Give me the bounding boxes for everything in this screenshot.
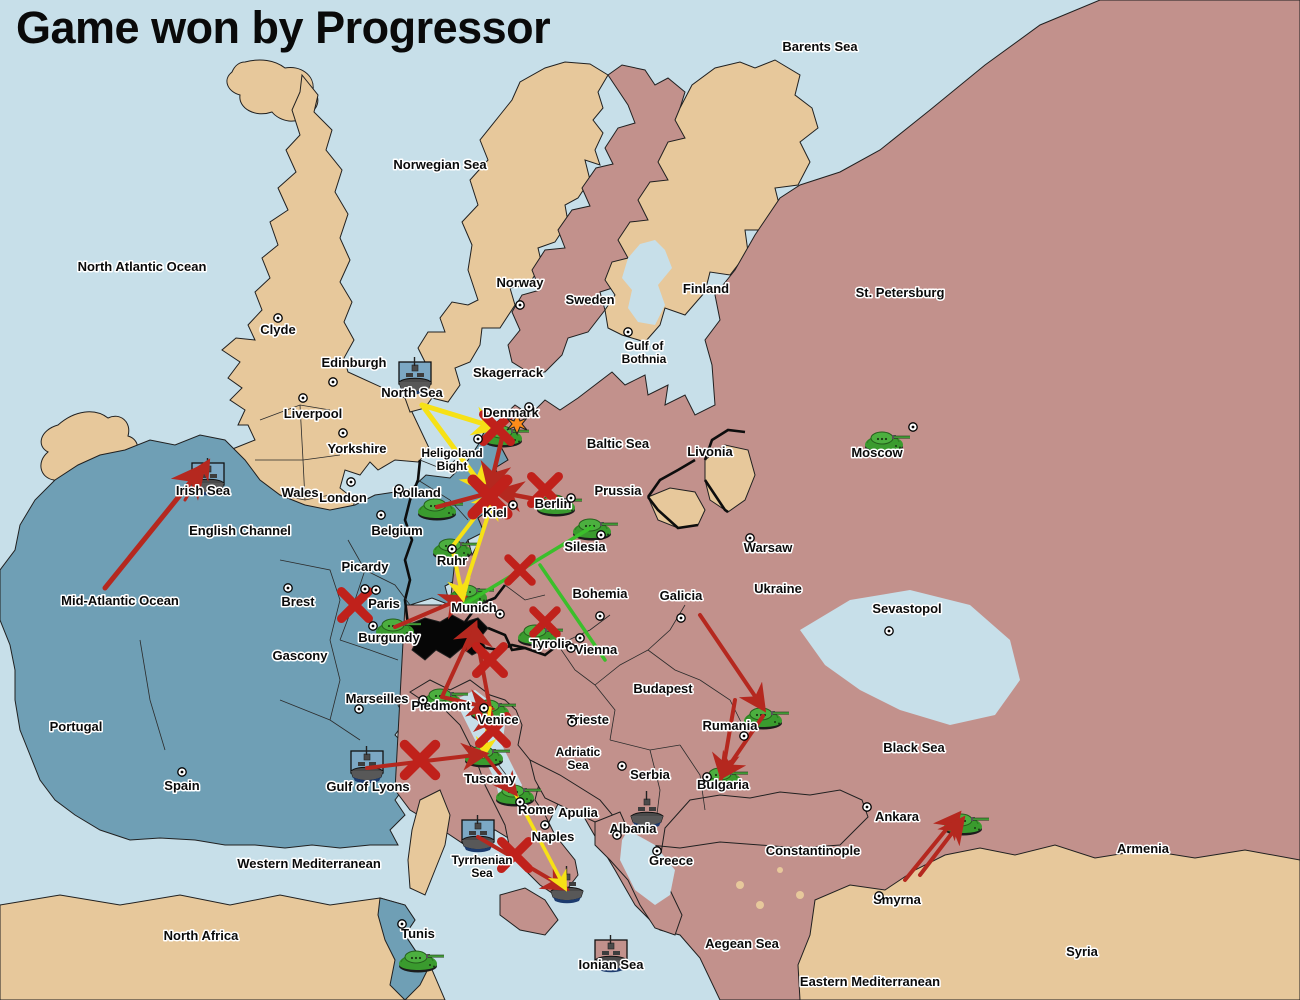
svg-text:Livonia: Livonia — [687, 444, 733, 459]
svg-text:Irish Sea: Irish Sea — [176, 483, 231, 498]
svg-text:Burgundy: Burgundy — [358, 630, 420, 645]
svg-text:North Atlantic Ocean: North Atlantic Ocean — [78, 259, 207, 274]
svg-text:Ankara: Ankara — [875, 809, 920, 824]
svg-text:Gulf of Lyons: Gulf of Lyons — [326, 779, 409, 794]
svg-text:Serbia: Serbia — [630, 767, 671, 782]
svg-text:Moscow: Moscow — [851, 445, 903, 460]
svg-text:Galicia: Galicia — [660, 588, 703, 603]
svg-text:Wales: Wales — [281, 485, 318, 500]
svg-text:Sevastopol: Sevastopol — [872, 601, 941, 616]
svg-text:Syria: Syria — [1066, 944, 1099, 959]
svg-text:Portugal: Portugal — [50, 719, 103, 734]
svg-text:Norway: Norway — [497, 275, 545, 290]
svg-text:Edinburgh: Edinburgh — [322, 355, 387, 370]
svg-text:Berlin: Berlin — [535, 496, 572, 511]
svg-text:Gascony: Gascony — [273, 648, 329, 663]
svg-text:North Sea: North Sea — [381, 385, 443, 400]
svg-text:Marseilles: Marseilles — [346, 691, 409, 706]
svg-text:Belgium: Belgium — [371, 523, 422, 538]
svg-text:Tunis: Tunis — [401, 926, 435, 941]
svg-text:Yorkshire: Yorkshire — [327, 441, 386, 456]
svg-text:Eastern Mediterranean: Eastern Mediterranean — [800, 974, 940, 989]
svg-text:Munich: Munich — [451, 600, 497, 615]
svg-text:Ukraine: Ukraine — [754, 581, 802, 596]
svg-text:English Channel: English Channel — [189, 523, 291, 538]
svg-text:Spain: Spain — [164, 778, 199, 793]
svg-text:London: London — [319, 490, 367, 505]
svg-text:Prussia: Prussia — [595, 483, 643, 498]
svg-text:Ionian Sea: Ionian Sea — [578, 957, 644, 972]
svg-text:Picardy: Picardy — [342, 559, 390, 574]
svg-text:Budapest: Budapest — [633, 681, 693, 696]
svg-text:Western Mediterranean: Western Mediterranean — [237, 856, 381, 871]
svg-text:Liverpool: Liverpool — [284, 406, 343, 421]
svg-text:Black Sea: Black Sea — [883, 740, 945, 755]
svg-text:Apulia: Apulia — [558, 805, 598, 820]
svg-text:Ruhr: Ruhr — [437, 553, 467, 568]
svg-text:Rumania: Rumania — [703, 718, 759, 733]
svg-text:Sweden: Sweden — [565, 292, 614, 307]
svg-text:Tuscany: Tuscany — [464, 771, 517, 786]
svg-text:Constantinople: Constantinople — [766, 843, 861, 858]
svg-text:North Africa: North Africa — [164, 928, 239, 943]
svg-text:Armenia: Armenia — [1117, 841, 1170, 856]
svg-text:Clyde: Clyde — [260, 322, 295, 337]
svg-text:Norwegian Sea: Norwegian Sea — [393, 157, 487, 172]
svg-text:Mid-Atlantic Ocean: Mid-Atlantic Ocean — [61, 593, 179, 608]
svg-text:Skagerrack: Skagerrack — [473, 365, 544, 380]
svg-text:Aegean Sea: Aegean Sea — [705, 936, 779, 951]
svg-text:Barents Sea: Barents Sea — [782, 39, 858, 54]
svg-text:St. Petersburg: St. Petersburg — [856, 285, 945, 300]
svg-text:Bohemia: Bohemia — [573, 586, 629, 601]
svg-text:Vienna: Vienna — [575, 642, 618, 657]
svg-text:Naples: Naples — [532, 829, 575, 844]
svg-text:Baltic Sea: Baltic Sea — [587, 436, 650, 451]
svg-text:Venice: Venice — [477, 712, 518, 727]
svg-text:Silesia: Silesia — [564, 539, 606, 554]
svg-text:Kiel: Kiel — [483, 505, 507, 520]
svg-text:Paris: Paris — [368, 596, 400, 611]
svg-text:Brest: Brest — [281, 594, 315, 609]
svg-text:Finland: Finland — [683, 281, 729, 296]
